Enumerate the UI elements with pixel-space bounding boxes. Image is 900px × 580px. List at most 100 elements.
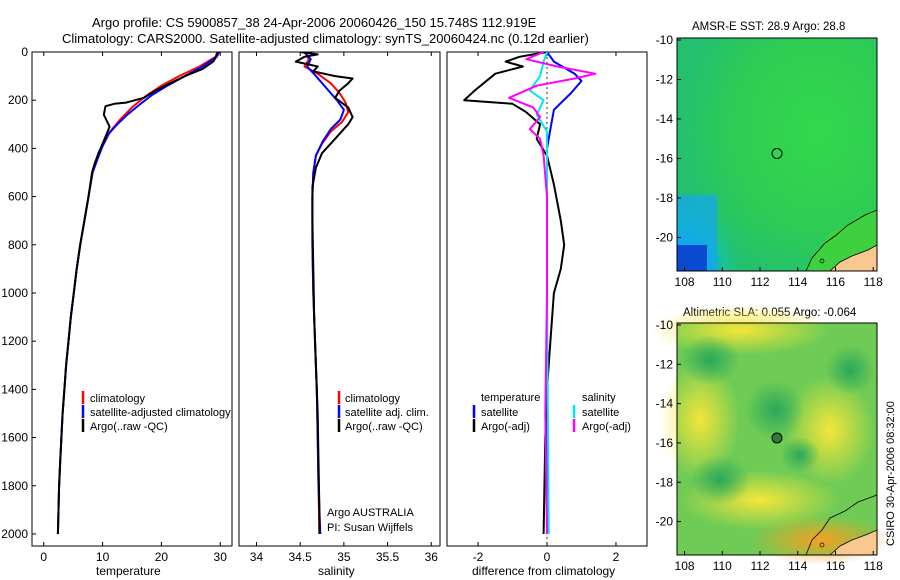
temperature-xlabel: temperature [96,564,161,578]
temperature-x-axis: 0 10 20 30 [40,52,227,564]
temperature-lines [56,52,220,535]
temperature-axes-frame [31,51,233,547]
legend-label-sal-satellite: satellite [582,407,619,419]
latitude-tick-label: -20 [656,230,674,244]
latitude-tick-label: -10 [656,318,674,332]
y-tick-label: 200 [8,93,28,107]
sla-island [819,542,825,548]
sla-latitude-axis: -10 -12 -14 -16 -18 -20 [656,318,681,529]
latitude-tick-label: -16 [656,151,674,165]
legend-label-climatology: climatology [90,393,146,405]
salinity-legend: climatology satellite adj. clim. Argo(..… [337,391,429,433]
figure-title-line2: Climatology: CARS2000. Satellite-adjuste… [62,31,589,46]
difference-xlabel: difference from climatology [472,564,615,578]
difference-lines [463,52,597,535]
difference-x-axis: -2 0 2 [473,52,620,564]
sla-low-4 [690,455,750,505]
latitude-tick-label: -18 [656,191,674,205]
salinity-xlabel: salinity [318,564,355,578]
y-tick-label: 2000 [1,527,28,541]
sla-longitude-axis: 108 110 112 114 116 118 [675,551,883,573]
sst-coastline-offshore [805,209,878,272]
longitude-tick-label: 112 [750,559,769,573]
x-tick-label: 34 [250,550,264,564]
longitude-tick-label: 116 [826,275,845,289]
legend-label-argo: Argo(..raw -QC) [345,421,423,433]
longitude-tick-label: 108 [675,275,695,289]
series-line-climatology [56,52,219,535]
difference-panel: -2 0 2 difference from climatology tempera… [446,51,648,578]
temperature-panel: 0 200 400 600 800 1000 1200 1400 1600 1800 2000 0 1… [1,45,233,578]
latitude-tick-label: -12 [656,72,674,86]
latitude-tick-label: -10 [656,33,674,47]
salinity-panel: 34 34.5 35 35.5 36 salinity climatology sate… [238,51,441,578]
legend-header-salinity: salinity [582,392,616,404]
latitude-tick-label: -16 [656,436,674,450]
sla-field [650,305,890,565]
x-tick-label: 30 [214,550,228,564]
x-tick-label: 35 [337,550,351,564]
figure-title-line1: Argo profile: CS 5900857_38 24-Apr-2006 … [92,15,537,30]
salinity-x-axis: 34 34.5 35 35.5 36 [250,52,438,564]
difference-legend: temperature satellite Argo(-adj) salinit… [472,392,631,433]
series-line-salinity-argo-adj [508,52,597,535]
y-tick-label: 800 [8,238,28,252]
longitude-tick-label: 108 [675,559,695,573]
series-line-argo-raw-qc [294,52,354,534]
sst-map-panel: AMSR-E SST: 28.9 Argo: 28.8 108 110 112 114… [656,21,883,289]
x-tick-label: 2 [613,550,620,564]
x-tick-label: 36 [425,550,439,564]
y-tick-label: 1800 [1,479,28,493]
latitude-tick-label: -14 [656,397,674,411]
x-tick-label: 20 [155,550,169,564]
temperature-legend: climatology satellite-adjusted climatolo… [81,391,231,433]
legend-label-satellite: satellite-adjusted climatology [90,407,231,419]
float-owner-annotation: Argo AUSTRALIA [327,507,414,519]
legend-label-temp-satellite: satellite [481,407,518,419]
salinity-lines [294,52,354,535]
sst-island [819,258,825,264]
longitude-tick-label: 112 [750,275,769,289]
salinity-axes-frame [238,51,441,547]
y-tick-label: 1000 [1,286,28,300]
pi-annotation: PI: Susan Wijffels [327,522,413,534]
longitude-tick-label: 114 [788,559,807,573]
x-tick-label: 0 [40,550,47,564]
longitude-tick-label: 110 [713,559,732,573]
y-tick-label: 400 [8,141,28,155]
x-tick-label: 0 [544,550,551,564]
latitude-tick-label: -14 [656,112,674,126]
sst-latitude-axis: -10 -12 -14 -16 -18 -20 [656,33,681,244]
legend-label-temp-argo: Argo(-adj) [481,421,530,433]
sla-map-frame [676,322,878,556]
sst-map-frame [676,37,878,272]
series-line-temperature-satellite [546,52,583,534]
sla-coastline-offshore [805,494,878,556]
sla-low-5 [780,437,820,473]
sla-high-west [660,360,740,480]
sst-coldest-patch [677,245,707,271]
argo-position-marker [771,432,783,444]
x-tick-label: 10 [96,550,110,564]
sla-low-3 [825,345,875,395]
latitude-tick-label: -20 [656,515,674,529]
legend-label-satellite: satellite adj. clim. [345,407,429,419]
x-tick-label: 34.5 [288,550,312,564]
y-tick-label: 1400 [1,382,28,396]
y-tick-label: 600 [8,190,28,204]
depth-axis: 0 200 400 600 800 1000 1200 1400 1600 1800 2000 [1,45,36,541]
sst-longitude-axis: 108 110 112 114 116 118 [675,267,883,289]
latitude-tick-label: -18 [656,475,674,489]
sla-low-2 [745,380,805,440]
longitude-tick-label: 118 [864,559,883,573]
series-line-temperature-argo-adj [463,52,566,535]
series-line-satellite-adjusted-climatology [56,52,220,535]
longitude-tick-label: 118 [864,275,883,289]
longitude-tick-label: 116 [826,559,845,573]
sst-map-title: AMSR-E SST: 28.9 Argo: 28.8 [692,21,845,33]
latitude-tick-label: -12 [656,357,674,371]
longitude-tick-label: 110 [713,275,732,289]
series-line-climatology [303,52,350,535]
sst-field [677,38,878,272]
